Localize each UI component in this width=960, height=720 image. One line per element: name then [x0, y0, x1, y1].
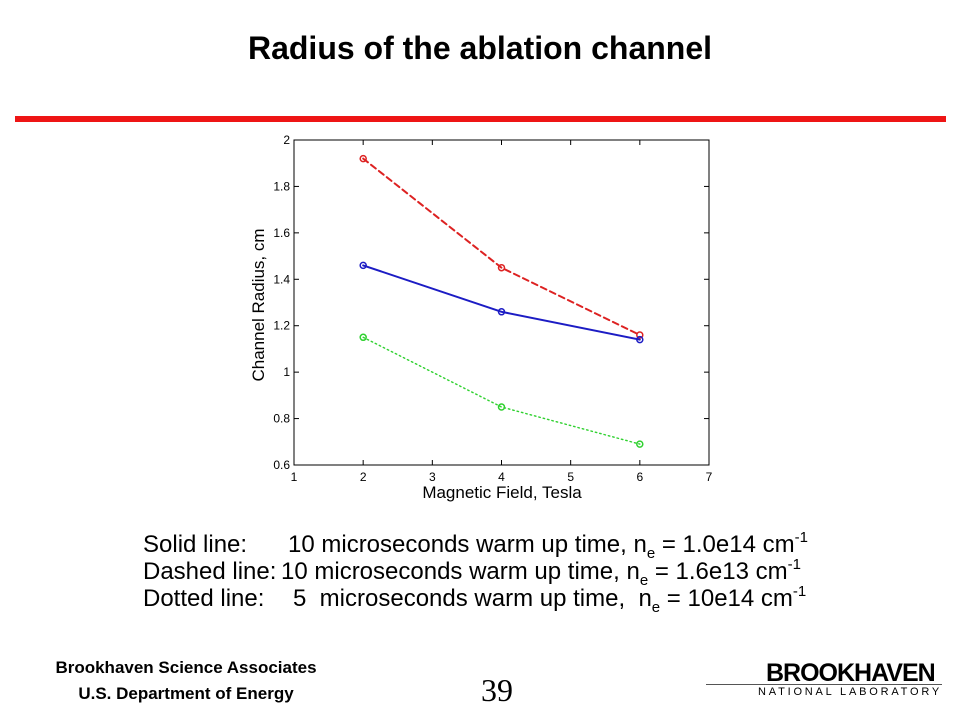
note-dotted-line: Dotted line: 5 microseconds warm up time… [143, 583, 843, 615]
note-text: 5 microseconds warm up time, n [293, 585, 652, 612]
y-tick-label: 0.8 [273, 412, 290, 426]
x-tick-label: 3 [429, 470, 436, 484]
solid-series-line [362, 264, 641, 341]
logo-rule [706, 684, 942, 685]
slide-title: Radius of the ablation channel [247, 30, 713, 66]
note-label: Solid line: [143, 531, 248, 558]
dotted-series-marker [497, 403, 506, 411]
tick-marks [293, 139, 710, 466]
note-label: Dotted line: [143, 585, 265, 612]
y-axis-label: Channel Radius, cm [249, 228, 268, 381]
note-label: Dashed line: [143, 558, 277, 585]
y-tick-label: 0.6 [273, 458, 290, 472]
dotted-series-marker [359, 333, 367, 342]
note-equation: = 10e14 cm [660, 585, 793, 612]
dashed-series-marker [497, 263, 506, 272]
y-tick-label: 1.2 [273, 319, 290, 333]
note-description: 10 microseconds warm up time, ne = 1.0e1… [288, 529, 808, 561]
note-description: 10 microseconds warm up time, ne = 1.6e1… [281, 556, 801, 588]
dashed-series-marker [636, 331, 644, 339]
note-superscript: -1 [792, 583, 807, 600]
channel-radius-chart: Magnetic Field, Tesla Channel Radius, cm… [249, 133, 713, 502]
y-tick-label: 1.4 [273, 272, 290, 286]
y-tick-label: 1.8 [273, 179, 290, 193]
note-equation: = 1.6e13 cm [648, 558, 788, 585]
note-superscript: -1 [794, 529, 808, 546]
solid-series-marker [636, 335, 644, 344]
note-subscript: e [651, 599, 661, 616]
x-tick-label: 6 [636, 470, 643, 484]
logo-tagline: NATIONAL LABORATORY [758, 686, 943, 698]
note-dashed-line: Dashed line: 10 microseconds warm up tim… [143, 556, 843, 588]
dashed-series-marker [359, 154, 367, 163]
x-tick-label: 4 [498, 470, 505, 484]
note-text: 10 microseconds warm up time, n [288, 531, 647, 558]
dotted-series-marker [636, 440, 644, 448]
note-superscript: -1 [787, 556, 801, 573]
footer-organization: Brookhaven Science Associates [55, 658, 317, 677]
dotted-series-line [362, 336, 641, 445]
note-subscript: e [646, 545, 656, 562]
plot-frame [293, 139, 710, 466]
x-tick-label: 1 [291, 470, 298, 484]
x-axis-label: Magnetic Field, Tesla [422, 483, 582, 502]
logo-wordmark: BROOKHAVEN [766, 659, 936, 687]
footer-department: U.S. Department of Energy [78, 684, 294, 703]
y-tick-label: 1.6 [273, 226, 290, 240]
x-tick-label: 2 [360, 470, 367, 484]
note-solid-line: Solid line: 10 microseconds warm up time… [143, 529, 843, 561]
y-tick-label: 1 [283, 365, 290, 379]
note-subscript: e [639, 572, 649, 589]
page-number: 39 [481, 672, 513, 708]
note-equation: = 1.0e14 cm [655, 531, 795, 558]
title-rule [15, 116, 946, 122]
dashed-series-line [362, 157, 641, 336]
note-description: 5 microseconds warm up time, ne = 10e14 … [293, 583, 807, 615]
y-tick-label: 2 [283, 133, 290, 147]
line-style-notes: Solid line: 10 microseconds warm up time… [143, 529, 843, 615]
note-text: 10 microseconds warm up time, n [281, 558, 640, 585]
x-tick-label: 7 [706, 470, 713, 484]
x-tick-label: 5 [567, 470, 574, 484]
solid-series-marker [359, 261, 367, 270]
solid-series-marker [497, 308, 506, 316]
